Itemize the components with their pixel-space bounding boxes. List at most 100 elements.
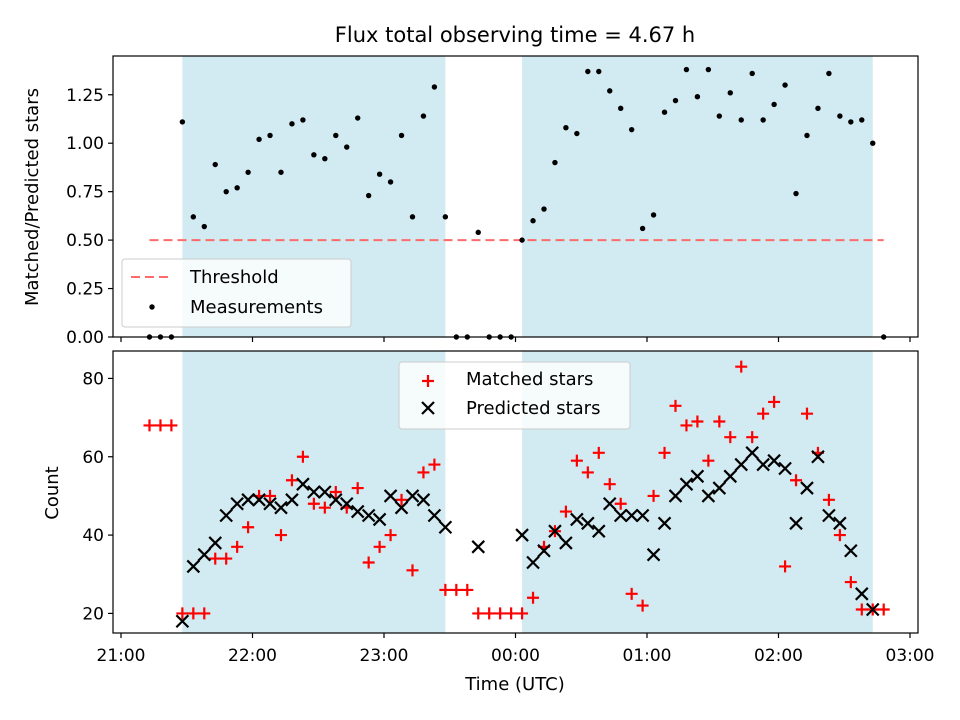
- predicted-star-point: [789, 516, 803, 531]
- matched-star-point: [592, 446, 605, 459]
- matched-star-point: [329, 486, 342, 498]
- predicted-star-point: [865, 602, 880, 617]
- legend-predicted-label: Predicted stars: [466, 398, 600, 419]
- legend-matched-label: Matched stars: [466, 369, 593, 390]
- matched-star-point: [691, 415, 704, 428]
- measurement-point: [563, 125, 569, 131]
- measurement-point: [793, 190, 799, 197]
- measurement-point: [475, 229, 481, 236]
- predicted-star-point: [263, 496, 277, 511]
- predicted-star-point: [339, 496, 354, 511]
- matched-star-point: [143, 419, 156, 432]
- predicted-star-point: [723, 469, 738, 484]
- measurement-point: [815, 105, 821, 112]
- predicted-star-point: [471, 540, 486, 554]
- x-tick-label: 23:00: [360, 646, 409, 666]
- matched-star-point: [603, 478, 616, 491]
- y-tick-label-top: 1.25: [66, 86, 104, 106]
- measurement-point: [201, 223, 207, 230]
- measurement-point: [870, 140, 876, 146]
- matched-star-point: [176, 607, 189, 620]
- matched-star-point: [395, 493, 408, 506]
- measurement-point: [541, 206, 547, 212]
- measurement-point: [848, 119, 854, 125]
- matched-star-point: [472, 607, 485, 620]
- measurement-point: [398, 132, 405, 139]
- measurement-point: [596, 68, 602, 75]
- legend-measurements-swatch: [149, 304, 155, 310]
- matched-star-point: [505, 607, 518, 620]
- measurement-point: [683, 66, 690, 73]
- predicted-star-point: [208, 536, 223, 550]
- measurement-point: [289, 121, 295, 127]
- matched-star-point: [406, 564, 419, 577]
- matched-star-point: [318, 501, 331, 514]
- shaded-interval: [522, 56, 873, 337]
- matched-star-point: [285, 474, 298, 487]
- matched-star-point: [844, 576, 857, 589]
- matched-star-point: [636, 599, 649, 612]
- measurement-point: [837, 113, 843, 119]
- measurement-point: [190, 214, 197, 220]
- y-tick-label-top: 0.25: [66, 280, 104, 300]
- measurement-point: [618, 105, 624, 112]
- matched-star-point: [877, 603, 890, 616]
- x-tick-label: 03:00: [886, 646, 935, 666]
- predicted-star-point: [372, 512, 387, 527]
- measurement-point: [278, 169, 284, 175]
- matched-star-point: [581, 466, 594, 479]
- matched-star-point: [154, 419, 167, 432]
- predicted-star-point: [252, 493, 266, 507]
- measurement-point: [661, 109, 668, 115]
- matched-star-point: [527, 591, 540, 604]
- matched-star-point: [450, 583, 463, 596]
- matched-star-point: [658, 446, 671, 459]
- matched-star-point: [516, 607, 529, 620]
- legend-matched-swatch: [422, 375, 434, 387]
- matched-star-point: [779, 560, 792, 573]
- y-tick-label-top: 0.00: [66, 328, 104, 348]
- matched-star-point: [461, 583, 474, 596]
- y-tick-label-bottom: 20: [82, 604, 104, 624]
- predicted-star-point: [855, 587, 869, 601]
- predicted-star-point: [602, 496, 617, 511]
- measurement-point: [727, 90, 733, 96]
- predicted-star-point: [383, 489, 398, 503]
- matched-star-point: [724, 431, 737, 444]
- x-tick-label: 22:00: [228, 646, 277, 666]
- matched-star-point: [822, 493, 835, 506]
- y-tick-label-top: 0.50: [66, 231, 104, 251]
- panel-bottom: 20 40 60 80 21:00 22:00 23:00 00:00 01:00 02:00 03…: [42, 350, 935, 695]
- measurement-point: [650, 212, 657, 218]
- measurement-point: [333, 132, 339, 139]
- matched-star-point: [735, 360, 748, 373]
- matched-star-point: [439, 583, 452, 596]
- predicted-star-point: [296, 477, 310, 491]
- measurement-point: [376, 171, 383, 177]
- measurement-point: [672, 97, 679, 104]
- predicted-star-point: [526, 555, 540, 570]
- matched-star-point: [855, 603, 868, 616]
- measurement-point: [300, 117, 306, 123]
- measurement-point: [738, 117, 744, 123]
- measurement-point: [574, 130, 580, 137]
- predicted-star-point: [405, 489, 420, 503]
- measurement-point: [519, 237, 525, 243]
- measurement-point: [749, 70, 755, 77]
- measurement-point: [585, 68, 591, 75]
- measurement-point: [716, 113, 723, 119]
- x-tick-label: 01:00: [623, 646, 672, 666]
- y-tick-label-bottom: 60: [82, 448, 104, 468]
- predicted-star-point: [778, 461, 792, 476]
- predicted-star-point: [800, 481, 814, 495]
- measurement-point: [442, 214, 449, 220]
- matched-star-point: [790, 474, 803, 487]
- predicted-star-point: [230, 496, 244, 511]
- matched-star-point: [351, 482, 364, 495]
- predicted-star-point: [734, 457, 749, 472]
- measurement-point: [694, 93, 701, 100]
- measurement-point: [420, 113, 427, 119]
- y-tick-label-top: 1.00: [66, 134, 104, 154]
- measurement-point: [311, 152, 317, 158]
- matched-star-point: [570, 454, 583, 467]
